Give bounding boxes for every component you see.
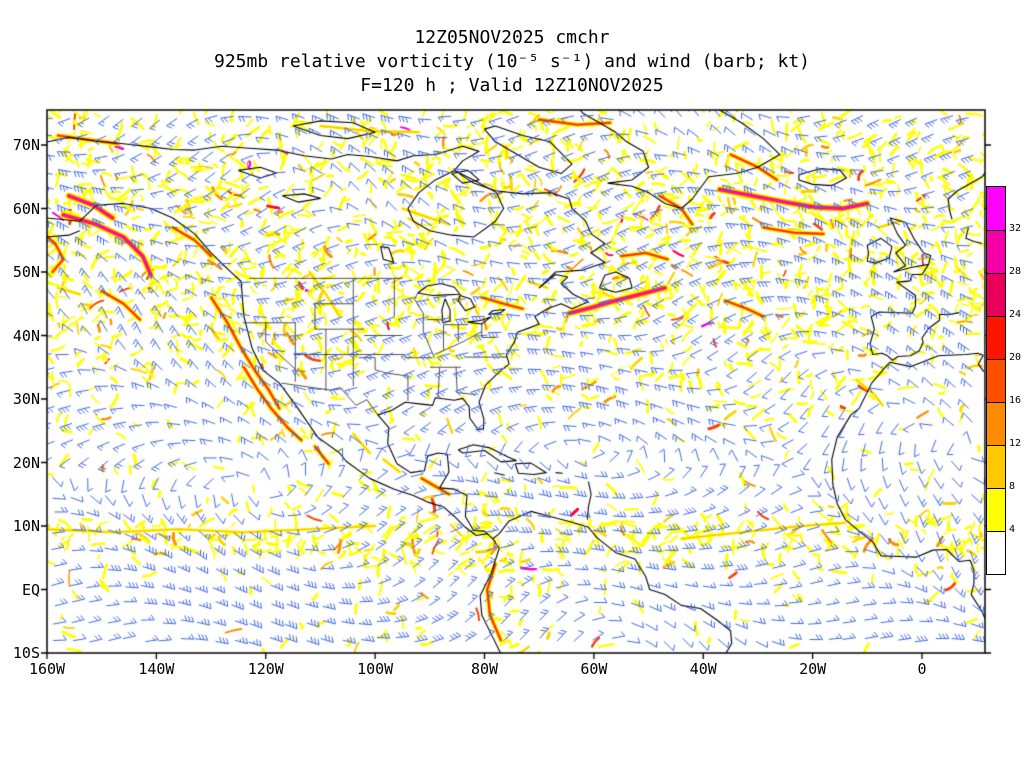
- y-tick-label: 10S: [12, 644, 40, 662]
- colorbar-tick-label: 32: [1009, 223, 1022, 234]
- y-tick-label: 50N: [12, 263, 40, 281]
- colorbar-tick-label: 16: [1009, 395, 1022, 406]
- y-tick-label: 60N: [12, 199, 40, 218]
- y-tick-label: 10N: [12, 517, 40, 535]
- colorbar-segment: [987, 187, 1005, 230]
- colorbar-tick-label: 4: [1009, 524, 1016, 535]
- x-tick-label: 0: [917, 660, 927, 678]
- x-tick-label: 80W: [470, 660, 499, 678]
- colorbar-segment: [987, 488, 1005, 531]
- y-tick-label: 20N: [12, 453, 40, 472]
- x-tick-label: 100W: [357, 660, 394, 678]
- colorbar-segment: [987, 531, 1005, 574]
- colorbar-tick-label: 28: [1009, 266, 1022, 277]
- title-field-description: 925mb relative vorticity (10⁻⁵ s⁻¹) and …: [213, 51, 811, 72]
- colorbar-segment: [987, 445, 1005, 488]
- y-tick-label: 40N: [12, 326, 40, 345]
- title-forecast-valid: F=120 h ; Valid 12Z10NOV2025: [360, 75, 664, 96]
- colorbar-scale: [986, 186, 1006, 575]
- colorbar-tick-label: 20: [1009, 352, 1022, 363]
- colorbar-tick-label: 12: [1009, 438, 1022, 449]
- title-model-run: 12Z05NOV2025 cmchr: [414, 27, 610, 48]
- x-tick-label: 60W: [580, 660, 608, 678]
- x-tick-label: 120W: [247, 660, 284, 678]
- chart-header: 12Z05NOV2025 cmchr 925mb relative vortic…: [0, 26, 1024, 98]
- y-tick-label: EQ: [21, 580, 40, 599]
- colorbar-segment: [987, 316, 1005, 359]
- x-tick-label: 20W: [799, 660, 827, 678]
- colorbar-segment: [987, 359, 1005, 402]
- y-tick-label: 30N: [12, 390, 40, 408]
- colorbar-segment: [987, 402, 1005, 445]
- y-tick-label: 70N: [12, 136, 40, 154]
- x-tick-label: 40W: [689, 660, 717, 678]
- x-tick-label: 140W: [138, 660, 175, 678]
- colorbar-tick-label: 8: [1009, 481, 1016, 492]
- colorbar-tick-label: 24: [1009, 309, 1022, 320]
- colorbar-segment: [987, 230, 1005, 273]
- colorbar-segment: [987, 273, 1005, 316]
- x-tick-label: 160W: [28, 660, 66, 678]
